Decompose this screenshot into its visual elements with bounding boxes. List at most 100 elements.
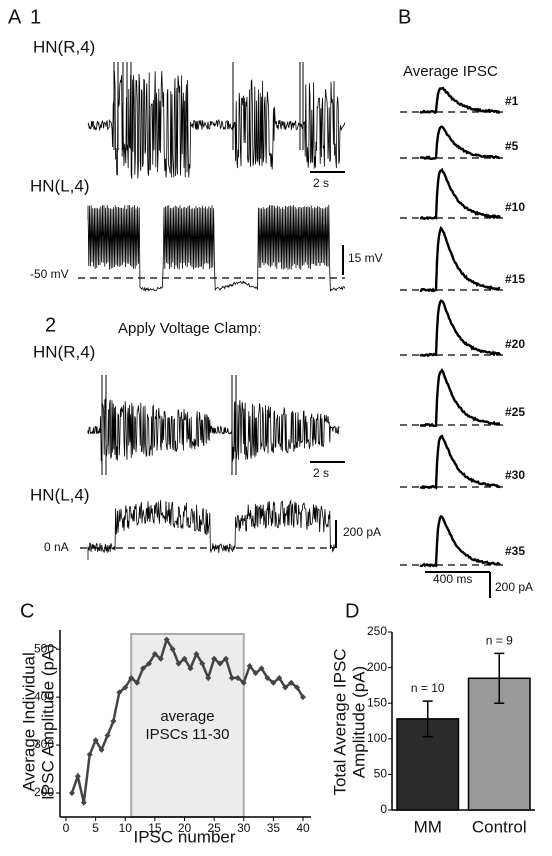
- x-tick-label: Control: [472, 817, 527, 836]
- x-tick-label: 15: [148, 821, 162, 835]
- voltage-trace: [87, 398, 340, 462]
- data-point: [140, 665, 147, 672]
- x-axis-title: IPSC number: [133, 827, 235, 846]
- baseline-label: -50 mV: [30, 267, 69, 281]
- y-tick-label: 0: [380, 802, 387, 816]
- ipsc-trace: [419, 125, 501, 161]
- baselines: [78, 277, 345, 549]
- data-point: [294, 684, 301, 691]
- ipsc-trace: [419, 434, 501, 490]
- voltage-trace: [87, 204, 346, 293]
- ipsc-trace: [419, 299, 501, 358]
- data-point: [163, 636, 170, 643]
- bar-annotation: n = 10: [411, 681, 445, 695]
- ipsc-trace: [419, 368, 501, 428]
- trace-label: #15: [505, 272, 525, 286]
- data-point: [116, 689, 123, 696]
- trace-label: HN(L,4): [30, 176, 90, 195]
- data-point: [110, 718, 117, 725]
- y-tick-label: 400: [34, 689, 54, 703]
- data-point: [187, 665, 194, 672]
- error-bar: [494, 652, 505, 704]
- data-point: [234, 674, 241, 681]
- data-point: [264, 674, 271, 681]
- panel-sublabel: 1: [30, 6, 41, 28]
- trace-label: #1: [505, 94, 519, 108]
- x-tick-label: 25: [207, 821, 221, 835]
- data-point: [151, 650, 158, 657]
- data-point: [199, 660, 206, 667]
- data-point: [145, 660, 152, 667]
- x-tick-label: 35: [267, 821, 281, 835]
- condition-title: Apply Voltage Clamp:: [118, 320, 261, 337]
- data-point: [98, 746, 105, 753]
- trace-label: #20: [505, 337, 525, 351]
- error-bar: [422, 700, 433, 738]
- panel-label: A: [8, 6, 22, 28]
- current-trace: [87, 499, 335, 560]
- x-tick-label: 5: [92, 821, 99, 835]
- y-axis-title: Total Average IPSC: [330, 648, 349, 795]
- data-point: [300, 694, 306, 701]
- trace-label: HN(L,4): [30, 485, 90, 504]
- data-point: [157, 655, 164, 662]
- trace-label: #10: [505, 200, 525, 214]
- data-point: [228, 674, 235, 681]
- x-tick-label: 30: [237, 821, 251, 835]
- data-point: [68, 790, 75, 797]
- ipsc-trace: [419, 225, 501, 293]
- data-line: [70, 636, 305, 803]
- data-point: [175, 660, 182, 667]
- x-tick-label: MM: [414, 817, 442, 836]
- data-point: [128, 674, 135, 681]
- data-point: [169, 646, 176, 653]
- scale-label: 2 s: [313, 176, 329, 190]
- ipsc-trace: [419, 514, 501, 568]
- data-point: [92, 737, 99, 744]
- data-point: [282, 684, 289, 691]
- y-tick-label: 500: [34, 641, 54, 655]
- scale-label: 15 mV: [348, 251, 383, 265]
- x-tick-label: 10: [119, 821, 133, 835]
- ipsc-trace: [419, 86, 501, 115]
- data-point: [181, 655, 188, 662]
- scale-bars: [310, 171, 491, 598]
- y-axis-title: IPSC Amplitude (pA): [38, 644, 57, 800]
- data-point: [134, 679, 141, 686]
- panel-label: C: [20, 600, 34, 622]
- trace-label: #35: [505, 544, 525, 558]
- panel-label: D: [345, 600, 359, 622]
- scale-label: 2 s: [313, 466, 329, 480]
- data-point: [240, 679, 247, 686]
- data-point: [246, 662, 253, 669]
- data-point: [222, 655, 229, 662]
- bar-annotation: n = 9: [486, 634, 513, 648]
- y-tick-label: 100: [367, 731, 387, 745]
- trace-label: #5: [505, 139, 519, 153]
- data-point: [270, 679, 277, 686]
- data-point: [104, 732, 111, 739]
- data-point: [276, 674, 283, 681]
- y-axis-title: Amplitude (pA): [349, 666, 368, 778]
- x-tick-label: 20: [178, 821, 192, 835]
- y-axis-title: Average Individual: [19, 652, 38, 792]
- scale-label: 200 pA: [343, 525, 381, 539]
- data-point: [211, 655, 218, 662]
- data-point: [258, 665, 265, 672]
- panel-title: Average IPSC: [403, 63, 498, 80]
- data-point: [122, 684, 129, 691]
- panel-sublabel: 2: [45, 314, 56, 336]
- x-tick-label: 0: [63, 821, 70, 835]
- data-point: [288, 679, 295, 686]
- y-tick-label: 150: [367, 695, 387, 709]
- ipsc-trace: [420, 167, 502, 221]
- trace-label: HN(R,4): [33, 37, 95, 56]
- data-point: [86, 751, 93, 758]
- data-point: [217, 660, 224, 667]
- data-point: [80, 799, 87, 806]
- trace-label: #30: [505, 468, 525, 482]
- data-point: [74, 773, 81, 780]
- scale-label: 200 pA: [495, 580, 533, 594]
